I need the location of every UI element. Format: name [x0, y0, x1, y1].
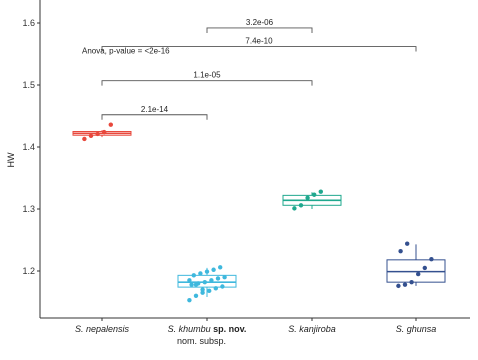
data-point [398, 248, 403, 254]
data-point [189, 282, 194, 287]
data-point [108, 122, 114, 127]
y-tick-label: 1.6 [22, 18, 35, 28]
y-axis-title: HW [6, 152, 16, 167]
data-point [204, 269, 210, 274]
comparison-bracket: 1.1e-05 [101, 71, 313, 86]
data-point [402, 282, 408, 287]
data-point [298, 203, 304, 208]
x-tick-label: S. kanjiroba [288, 324, 336, 334]
category-name: S. kanjiroba [288, 324, 336, 334]
category-qualifier: sp. nov. [211, 324, 247, 334]
data-point [396, 283, 401, 289]
plot-area: 2.1e-141.1e-057.4e-103.2e-060.0536.9e-07… [72, 18, 446, 303]
box-body [177, 274, 237, 288]
data-point [305, 195, 310, 201]
data-point [429, 257, 434, 262]
data-point [422, 265, 427, 271]
data-point [318, 189, 323, 194]
box-3 [282, 189, 342, 211]
x-tick-label: S. nepalensis [75, 324, 130, 334]
category-subtitle: nom. subsp. [177, 336, 226, 346]
category-name: S. khumbu [168, 324, 211, 334]
data-point [187, 278, 192, 283]
data-point [215, 276, 221, 281]
data-point [416, 271, 421, 277]
bracket-line [101, 46, 417, 52]
bracket-line [101, 80, 313, 86]
data-point [211, 267, 216, 272]
box-4 [386, 241, 446, 289]
data-point [200, 290, 205, 295]
data-point [405, 241, 410, 246]
data-point [207, 288, 212, 294]
anova-annotation: Anova, p-value = <2e-16 [82, 46, 170, 55]
x-tick-label: S. khumbu sp. nov. [168, 324, 247, 334]
x-tick-label: S. ghunsa [396, 324, 437, 334]
category-name: S. ghunsa [396, 324, 437, 334]
data-point [193, 293, 199, 298]
data-point [187, 297, 192, 303]
box-2 [177, 265, 237, 303]
p-value-label: 1.1e-05 [193, 71, 221, 80]
data-point [191, 273, 196, 278]
y-tick-label: 1.3 [22, 204, 35, 214]
y-tick-label: 1.2 [22, 266, 35, 276]
data-point [95, 131, 100, 137]
data-point [220, 284, 225, 289]
y-tick-label: 1.4 [22, 142, 35, 152]
data-point [209, 278, 214, 283]
p-value-label: 7.4e-10 [245, 37, 273, 46]
data-point [312, 192, 317, 197]
data-point [200, 287, 205, 292]
p-value-label: 3.2e-06 [246, 18, 274, 27]
data-point [222, 275, 227, 280]
y-tick-label: 1.5 [22, 80, 35, 90]
comparison-bracket: 2.1e-14 [101, 105, 208, 120]
data-point [218, 265, 223, 270]
data-point [409, 279, 414, 285]
category-name: S. nepalensis [75, 324, 130, 334]
data-point [88, 133, 94, 139]
y-axis: 1.2 1.3 1.4 1.5 1.6 [22, 0, 41, 318]
data-point [102, 129, 107, 135]
bracket-line [101, 114, 208, 120]
data-point [193, 282, 199, 287]
bracket-line [206, 27, 313, 33]
box-1 [72, 122, 132, 142]
comparison-bracket: 7.4e-10 [101, 37, 417, 52]
data-point [213, 286, 218, 291]
data-point [292, 206, 297, 211]
x-axis: S. nepalensis S. khumbu sp. nov. nom. subs… [40, 317, 470, 346]
comparison-bracket: 3.2e-06 [206, 18, 313, 33]
data-point [82, 136, 87, 142]
data-point [202, 279, 207, 285]
p-value-label: 2.1e-14 [141, 105, 169, 114]
data-point [198, 271, 203, 276]
